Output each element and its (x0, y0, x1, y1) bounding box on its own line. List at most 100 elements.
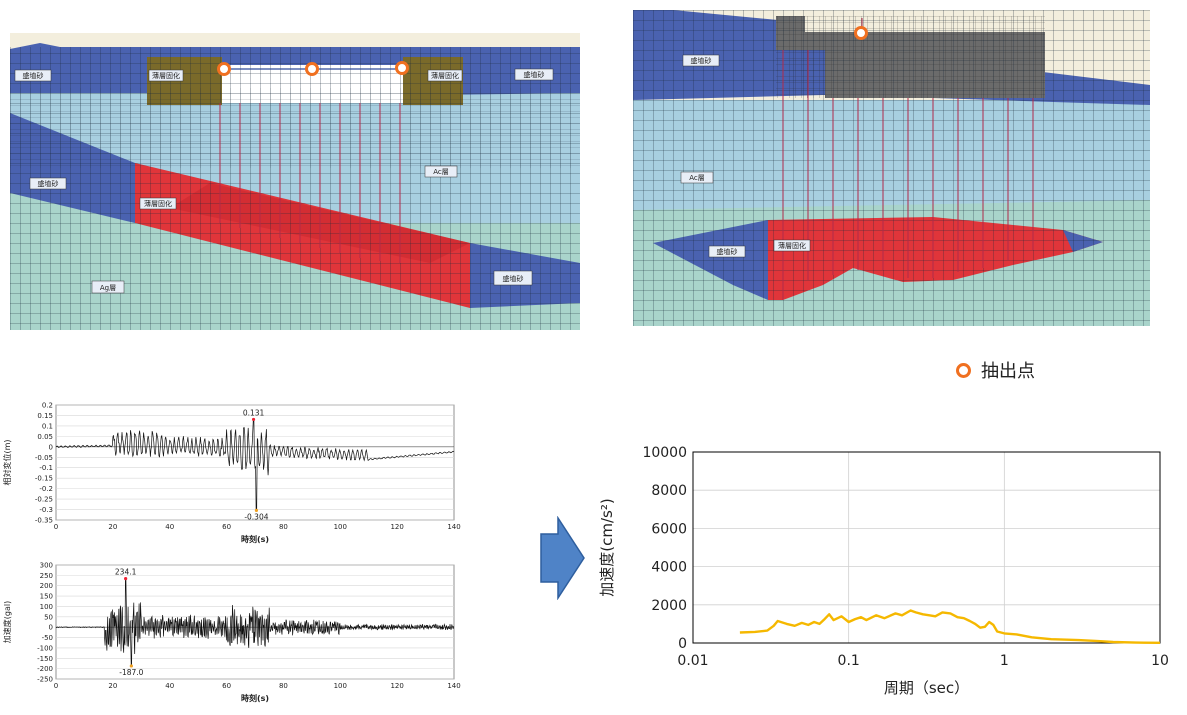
x-tick-label: 80 (279, 523, 288, 531)
arrow-panel (538, 515, 586, 601)
x-tick-label: 0 (54, 682, 58, 690)
y-tick-label: -150 (37, 655, 53, 663)
spectrum-chart: 0 2000 4000 6000 8000 10000 0.01 0.1 1 10 周期（sec） 加… (590, 430, 1187, 711)
y-tick-label: 6000 (651, 521, 687, 537)
y-tick-label: 100 (40, 603, 53, 611)
y-axis-label: 加速度(cm/s²) (598, 498, 616, 596)
y-tick-label: 150 (40, 593, 53, 601)
time-history-trace (55, 419, 455, 511)
peak-marker (124, 577, 128, 581)
left-label-sand-c: 盛埴砂 (38, 179, 59, 188)
left-cross-section: 盛埴砂 薄層固化 薄層固化 盛埴砂 盛埴砂 薄層固化 Ac層 盛埴砂 Ag層 (10, 33, 580, 330)
extraction-point-1 (217, 62, 231, 76)
left-label-sand-a: 盛埴砂 (23, 71, 44, 80)
peak-marker (129, 664, 133, 668)
acceleration-chart: 300 250 200 150 100 50 0 -50 -100 -150 -200 -250 0 20… (0, 558, 462, 711)
x-axis-label: 周期（sec） (884, 679, 969, 697)
pile-lines (219, 103, 401, 263)
x-tick-label: 0.1 (838, 653, 860, 669)
right-cross-section: 盛埴砂 Ac層 盛埴砂 薄層固化 (633, 10, 1150, 326)
pile-lines-right (782, 50, 1034, 300)
plot-area (55, 404, 455, 521)
y-tick-label: 0.15 (37, 412, 53, 420)
x-tick-label: 40 (165, 682, 174, 690)
x-tick-label: 0.01 (677, 653, 708, 669)
y-tick-label: -100 (37, 644, 53, 652)
left-label-improve-c: 薄層固化 (144, 199, 172, 208)
y-tick-label: 0.2 (42, 402, 53, 410)
peak-marker (251, 417, 256, 422)
x-tick-label: 60 (222, 682, 231, 690)
x-tick-label: 20 (108, 523, 117, 531)
legend-label: 抽出点 (981, 361, 1035, 382)
extraction-point-4 (854, 26, 868, 40)
spectrum-series-line (739, 609, 1161, 644)
y-tick-label: -0.25 (35, 496, 53, 504)
y-tick-label: 0.05 (37, 433, 53, 441)
x-tick-label: 120 (390, 523, 403, 531)
y-tick-label: -0.35 (35, 517, 53, 525)
y-tick-label: 250 (40, 572, 53, 580)
y-tick-label: -0.05 (35, 454, 53, 462)
x-tick-label: 140 (447, 682, 460, 690)
y-tick-label: 200 (40, 582, 53, 590)
right-label-improve-a: 薄層固化 (778, 241, 806, 250)
right-label-sand-a: 盛埴砂 (691, 56, 712, 65)
circle-icon (956, 362, 971, 378)
left-label-ac-layer: Ac層 (433, 168, 449, 176)
y-tick-label: 0 (678, 636, 687, 652)
x-axis-label: 時刻(s) (241, 534, 269, 544)
x-tick-label: 80 (279, 682, 288, 690)
fem-mesh-grid-fine (10, 88, 580, 168)
y-tick-label: 10000 (642, 445, 687, 461)
peak-label: 234.1 (115, 568, 137, 577)
x-tick-label: 140 (447, 523, 460, 531)
y-tick-label: -50 (42, 634, 53, 642)
x-tick-label: 1 (1000, 653, 1009, 669)
plot-area (692, 451, 1161, 644)
x-tick-label: 10 (1151, 653, 1169, 669)
right-label-ac-layer: Ac層 (689, 174, 705, 182)
x-tick-label: 60 (222, 523, 231, 531)
y-tick-label: -0.1 (39, 464, 53, 472)
x-tick-label: 20 (108, 682, 117, 690)
y-tick-label: -250 (37, 676, 53, 684)
displacement-chart: 0.2 0.15 0.1 0.05 0 -0.05 -0.1 -0.15 -0.2 -0.25 -0… (0, 395, 462, 557)
y-tick-label: -200 (37, 665, 53, 673)
extraction-point-2 (305, 62, 319, 76)
x-tick-label: 100 (334, 682, 347, 690)
legend: 抽出点 (956, 357, 1035, 383)
y-tick-label: 50 (44, 613, 53, 621)
x-tick-label: 0 (54, 523, 58, 531)
left-label-improve-b: 薄層固化 (431, 71, 459, 80)
y-tick-label: 0.1 (42, 422, 53, 430)
y-tick-label: 0 (49, 443, 53, 451)
left-label-ag-layer: Ag層 (100, 284, 116, 292)
arrow-right-icon (540, 515, 585, 601)
x-tick-label: 40 (165, 523, 174, 531)
peak-label: -187.0 (119, 668, 143, 677)
y-tick-label: 0 (49, 624, 53, 632)
left-label-improve-a: 薄層固化 (152, 71, 180, 80)
y-axis-label: 相対変位(m) (2, 439, 12, 485)
y-tick-label: -0.3 (39, 506, 53, 514)
y-tick-label: 8000 (651, 483, 687, 499)
x-axis-label: 時刻(s) (241, 693, 269, 703)
y-tick-label: 300 (40, 562, 53, 570)
plot-border (692, 451, 1161, 644)
x-tick-label: 100 (334, 523, 347, 531)
y-tick-label: 4000 (651, 560, 687, 576)
left-label-sand-d: 盛埴砂 (503, 274, 524, 283)
y-tick-label: 2000 (651, 598, 687, 614)
extraction-point-3 (395, 61, 409, 75)
y-tick-label: -0.15 (35, 475, 53, 483)
time-history-trace (55, 578, 455, 667)
right-label-sand-b: 盛埴砂 (717, 247, 738, 256)
y-axis-label: 加速度(gal) (2, 601, 12, 643)
x-tick-label: 120 (390, 682, 403, 690)
peak-label: -0.304 (244, 512, 268, 521)
peak-label: 0.131 (243, 408, 265, 417)
left-label-sand-b: 盛埴砂 (524, 70, 545, 79)
y-tick-label: -0.2 (39, 485, 53, 493)
peak-marker (254, 508, 259, 512)
